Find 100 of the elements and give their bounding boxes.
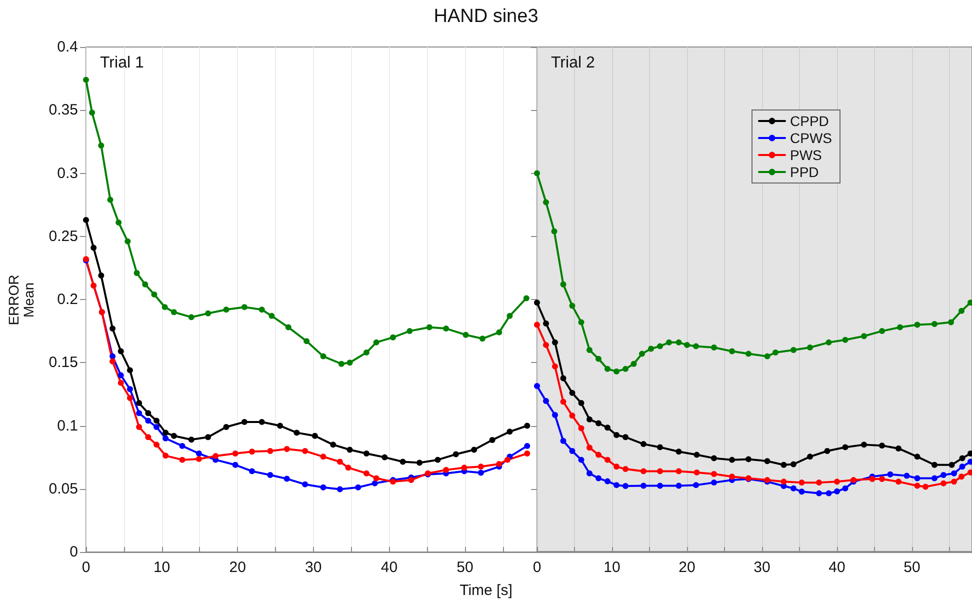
x-tick-label: 10 (153, 559, 170, 576)
point (764, 458, 770, 464)
point (958, 308, 964, 314)
point (504, 456, 510, 463)
point (729, 456, 735, 463)
point (790, 461, 796, 468)
point (336, 458, 343, 465)
point (780, 462, 787, 468)
point (416, 460, 423, 466)
point (506, 428, 513, 435)
point (676, 339, 682, 346)
point (304, 338, 310, 344)
point (657, 482, 663, 489)
point (145, 410, 152, 416)
point (711, 344, 717, 350)
point (363, 470, 370, 476)
point (312, 432, 318, 439)
point (534, 382, 540, 389)
point (534, 322, 540, 328)
point (879, 476, 885, 482)
point (879, 328, 885, 334)
point (772, 350, 778, 356)
point (302, 448, 308, 454)
point (382, 454, 388, 460)
point (569, 448, 576, 454)
point (179, 456, 186, 463)
point (443, 326, 450, 332)
point (552, 412, 558, 418)
point (267, 448, 274, 454)
point (807, 344, 813, 350)
point (764, 353, 770, 360)
point (471, 446, 478, 453)
point (596, 356, 602, 362)
point (363, 350, 370, 356)
point (826, 339, 832, 346)
point (948, 462, 955, 468)
point (154, 442, 160, 448)
point (596, 452, 602, 458)
x-tick-label: 50 (456, 559, 474, 576)
x-tick-label: 20 (678, 559, 696, 576)
point (479, 336, 486, 342)
point (534, 300, 540, 306)
point (162, 430, 169, 436)
point (622, 482, 628, 489)
point (879, 442, 885, 449)
point (434, 456, 441, 463)
point (116, 219, 122, 226)
y-tick-label: 0.15 (48, 354, 78, 372)
point (790, 485, 796, 492)
point (249, 448, 255, 455)
point (478, 464, 484, 470)
point (124, 238, 131, 244)
y-tick-label: 0.4 (57, 38, 78, 56)
chart-title: HAND sine3 (432, 6, 540, 28)
point (614, 482, 620, 488)
point (294, 430, 300, 436)
point (834, 488, 840, 494)
point (284, 476, 290, 482)
x-tick-label: 0 (82, 559, 90, 576)
point (922, 484, 928, 490)
point (372, 480, 378, 486)
point (179, 442, 186, 449)
point (711, 480, 717, 486)
point (524, 422, 530, 429)
point (914, 475, 920, 482)
point (534, 170, 540, 176)
point (543, 398, 549, 404)
point (126, 367, 133, 374)
point (798, 480, 805, 486)
point (861, 442, 867, 448)
point (869, 476, 876, 482)
point (604, 478, 610, 484)
point (552, 363, 558, 370)
x-tick-label: 10 (604, 559, 620, 576)
point (578, 456, 584, 463)
point (560, 281, 566, 288)
point (461, 464, 468, 471)
point (729, 474, 735, 480)
point (118, 372, 124, 378)
point (746, 456, 752, 462)
point (118, 348, 124, 354)
point (170, 432, 177, 439)
point (338, 360, 344, 367)
point (145, 434, 152, 440)
point (489, 437, 496, 444)
point (373, 339, 380, 346)
point (223, 424, 230, 430)
point (543, 342, 549, 348)
point (746, 350, 752, 357)
point (693, 482, 699, 488)
point (790, 347, 796, 353)
point (622, 434, 628, 440)
point (816, 480, 822, 486)
point (83, 216, 89, 223)
point (711, 470, 717, 477)
point (232, 462, 238, 468)
point (134, 270, 140, 276)
point (232, 450, 238, 457)
x-tick-label: 0 (532, 559, 542, 576)
point (798, 488, 805, 495)
